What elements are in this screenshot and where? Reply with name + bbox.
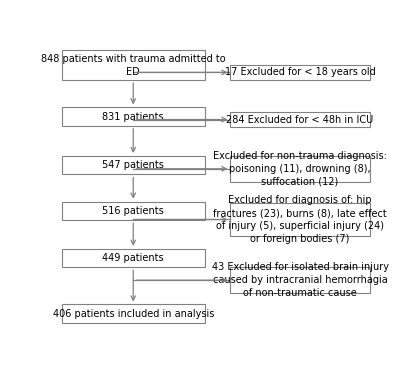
Text: 284 Excluded for < 48h in ICU: 284 Excluded for < 48h in ICU — [227, 115, 374, 125]
FancyBboxPatch shape — [62, 107, 204, 126]
FancyBboxPatch shape — [230, 203, 370, 236]
Text: 406 patients included in analysis: 406 patients included in analysis — [53, 309, 214, 319]
Text: 516 patients: 516 patients — [102, 206, 164, 216]
FancyBboxPatch shape — [62, 249, 204, 267]
Text: 43 Excluded for isolated brain injury
caused by intracranial hemorrhagia
of non-: 43 Excluded for isolated brain injury ca… — [212, 262, 389, 298]
FancyBboxPatch shape — [230, 65, 370, 80]
FancyBboxPatch shape — [62, 50, 204, 80]
FancyBboxPatch shape — [230, 267, 370, 293]
Text: 831 patients: 831 patients — [102, 112, 164, 122]
Text: Excluded for diagnosis of: hip
fractures (23), burns (8), late effect
of injury : Excluded for diagnosis of: hip fractures… — [213, 195, 387, 244]
Text: 547 patients: 547 patients — [102, 160, 164, 170]
FancyBboxPatch shape — [230, 156, 370, 182]
FancyBboxPatch shape — [62, 202, 204, 220]
FancyBboxPatch shape — [62, 305, 204, 323]
Text: 17 Excluded for < 18 years old: 17 Excluded for < 18 years old — [225, 68, 375, 78]
FancyBboxPatch shape — [230, 112, 370, 127]
Text: Excluded for non-trauma diagnosis:
poisoning (11), drowning (8),
suffocation (12: Excluded for non-trauma diagnosis: poiso… — [213, 151, 387, 187]
Text: 449 patients: 449 patients — [102, 253, 164, 263]
Text: 848 patients with trauma admitted to
ED: 848 patients with trauma admitted to ED — [41, 54, 226, 77]
FancyBboxPatch shape — [62, 156, 204, 174]
